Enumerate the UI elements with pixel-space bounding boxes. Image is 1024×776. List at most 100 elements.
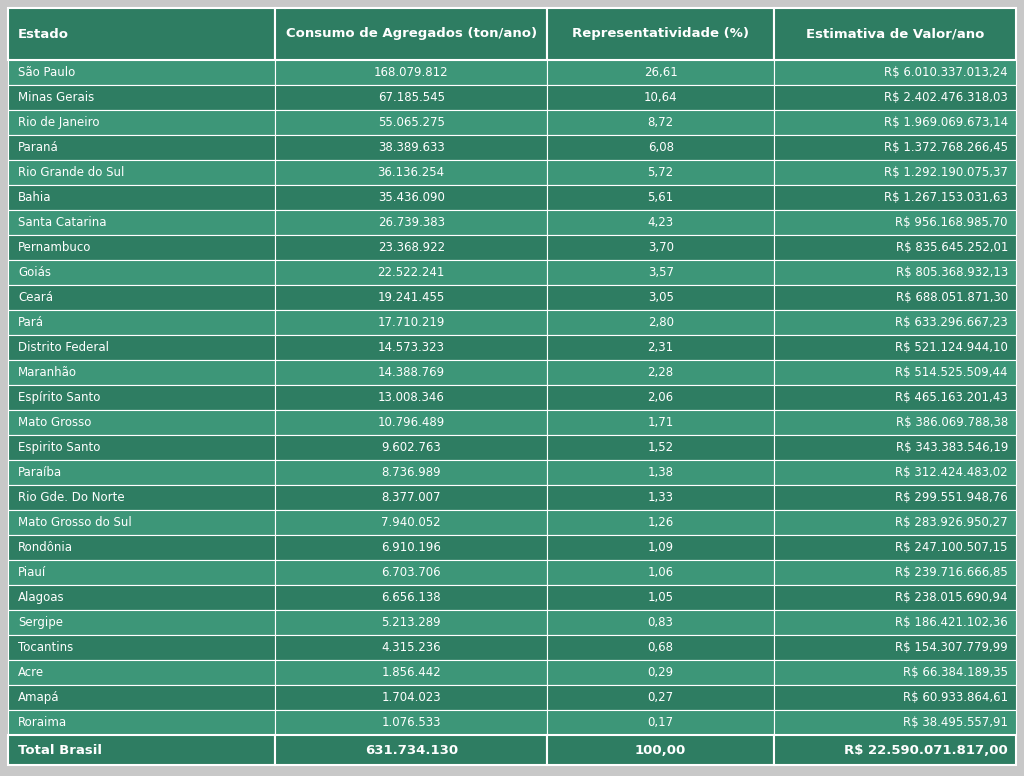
- Bar: [275, 460, 547, 485]
- Bar: [275, 160, 547, 185]
- Bar: [547, 710, 774, 735]
- Bar: [547, 8, 774, 60]
- Text: Amapá: Amapá: [18, 691, 59, 704]
- Bar: [547, 285, 774, 310]
- Text: Representatividade (%): Representatividade (%): [572, 27, 750, 40]
- Text: R$ 312.424.483,02: R$ 312.424.483,02: [895, 466, 1008, 479]
- Text: Espirito Santo: Espirito Santo: [18, 441, 100, 454]
- Bar: [547, 260, 774, 285]
- Text: R$ 956.168.985,70: R$ 956.168.985,70: [896, 216, 1008, 229]
- Text: Pará: Pará: [18, 316, 44, 329]
- Bar: [547, 185, 774, 210]
- Bar: [275, 560, 547, 585]
- Text: Ceará: Ceará: [18, 291, 53, 304]
- Text: Maranhão: Maranhão: [18, 366, 77, 379]
- Bar: [275, 335, 547, 360]
- Text: 3,70: 3,70: [647, 241, 674, 254]
- Bar: [8, 710, 275, 735]
- Text: 4.315.236: 4.315.236: [381, 641, 441, 654]
- Text: Mato Grosso do Sul: Mato Grosso do Sul: [18, 516, 132, 529]
- Bar: [8, 60, 275, 85]
- Bar: [275, 260, 547, 285]
- Bar: [275, 610, 547, 635]
- Bar: [774, 110, 1016, 135]
- Text: Roraima: Roraima: [18, 716, 68, 729]
- Bar: [774, 160, 1016, 185]
- Text: 14.388.769: 14.388.769: [378, 366, 444, 379]
- Text: Estimativa de Valor/ano: Estimativa de Valor/ano: [806, 27, 984, 40]
- Bar: [8, 135, 275, 160]
- Bar: [774, 585, 1016, 610]
- Text: 13.008.346: 13.008.346: [378, 391, 444, 404]
- Text: Minas Gerais: Minas Gerais: [18, 91, 94, 104]
- Bar: [275, 185, 547, 210]
- Text: R$ 66.384.189,35: R$ 66.384.189,35: [903, 666, 1008, 679]
- Bar: [275, 435, 547, 460]
- Text: R$ 6.010.337.013,24: R$ 6.010.337.013,24: [885, 66, 1008, 79]
- Text: 5,61: 5,61: [647, 191, 674, 204]
- Text: R$ 521.124.944,10: R$ 521.124.944,10: [895, 341, 1008, 354]
- Text: R$ 60.933.864,61: R$ 60.933.864,61: [903, 691, 1008, 704]
- Bar: [774, 685, 1016, 710]
- Text: Alagoas: Alagoas: [18, 591, 65, 604]
- Text: R$ 238.015.690,94: R$ 238.015.690,94: [896, 591, 1008, 604]
- Text: Rio de Janeiro: Rio de Janeiro: [18, 116, 99, 129]
- Bar: [275, 485, 547, 510]
- Text: 55.065.275: 55.065.275: [378, 116, 444, 129]
- Text: 1,33: 1,33: [647, 491, 674, 504]
- Text: R$ 343.383.546,19: R$ 343.383.546,19: [896, 441, 1008, 454]
- Bar: [275, 535, 547, 560]
- Text: 26.739.383: 26.739.383: [378, 216, 444, 229]
- Bar: [8, 410, 275, 435]
- Bar: [8, 460, 275, 485]
- Bar: [547, 535, 774, 560]
- Bar: [774, 235, 1016, 260]
- Text: 9.602.763: 9.602.763: [381, 441, 441, 454]
- Text: 36.136.254: 36.136.254: [378, 166, 444, 179]
- Text: 3,57: 3,57: [647, 266, 674, 279]
- Bar: [547, 335, 774, 360]
- Text: 14.573.323: 14.573.323: [378, 341, 444, 354]
- Text: 6.656.138: 6.656.138: [381, 591, 441, 604]
- Text: Rio Gde. Do Norte: Rio Gde. Do Norte: [18, 491, 125, 504]
- Bar: [547, 485, 774, 510]
- Bar: [275, 285, 547, 310]
- Bar: [8, 110, 275, 135]
- Bar: [8, 660, 275, 685]
- Bar: [275, 585, 547, 610]
- Text: Goiás: Goiás: [18, 266, 51, 279]
- Bar: [8, 285, 275, 310]
- Text: 1,38: 1,38: [647, 466, 674, 479]
- Bar: [275, 635, 547, 660]
- Text: 0,29: 0,29: [647, 666, 674, 679]
- Bar: [774, 335, 1016, 360]
- Bar: [547, 385, 774, 410]
- Text: 1,71: 1,71: [647, 416, 674, 429]
- Bar: [774, 210, 1016, 235]
- Bar: [8, 635, 275, 660]
- Text: Acre: Acre: [18, 666, 44, 679]
- Text: 2,06: 2,06: [647, 391, 674, 404]
- Text: 10.796.489: 10.796.489: [378, 416, 444, 429]
- Bar: [547, 635, 774, 660]
- Bar: [275, 385, 547, 410]
- Bar: [8, 85, 275, 110]
- Bar: [774, 8, 1016, 60]
- Text: 1.856.442: 1.856.442: [381, 666, 441, 679]
- Text: 7.940.052: 7.940.052: [381, 516, 441, 529]
- Text: 26,61: 26,61: [644, 66, 678, 79]
- Text: Paraná: Paraná: [18, 141, 58, 154]
- Text: Sergipe: Sergipe: [18, 616, 63, 629]
- Text: 38.389.633: 38.389.633: [378, 141, 444, 154]
- Text: 4,23: 4,23: [647, 216, 674, 229]
- Text: 6.703.706: 6.703.706: [381, 566, 441, 579]
- Text: R$ 1.292.190.075,37: R$ 1.292.190.075,37: [884, 166, 1008, 179]
- Bar: [547, 360, 774, 385]
- Text: R$ 299.551.948,76: R$ 299.551.948,76: [895, 491, 1008, 504]
- Text: R$ 247.100.507,15: R$ 247.100.507,15: [896, 541, 1008, 554]
- Text: R$ 239.716.666,85: R$ 239.716.666,85: [895, 566, 1008, 579]
- Text: Estado: Estado: [18, 27, 69, 40]
- Text: Mato Grosso: Mato Grosso: [18, 416, 91, 429]
- Bar: [8, 8, 275, 60]
- Bar: [8, 535, 275, 560]
